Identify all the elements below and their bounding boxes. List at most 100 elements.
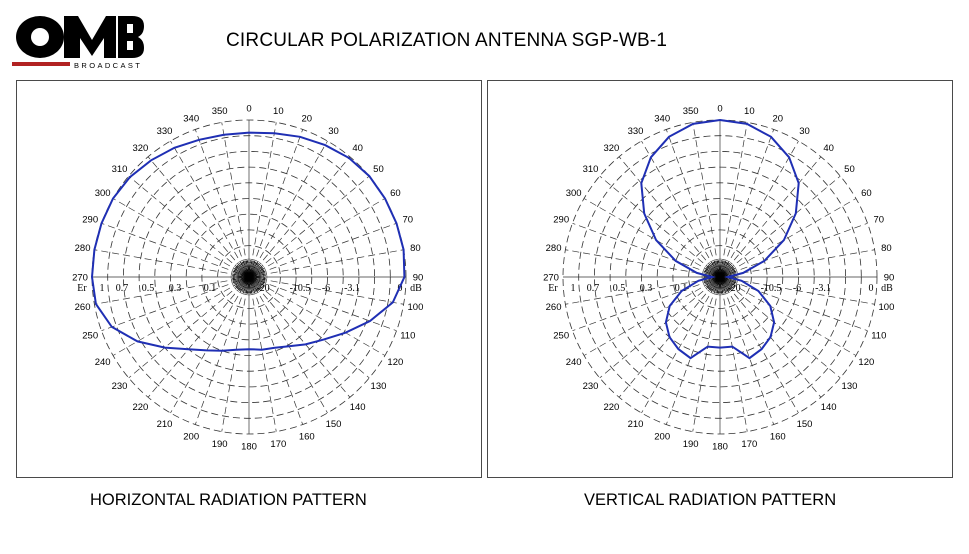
grid-spoke [719, 276, 799, 414]
grid-spoke [572, 222, 721, 278]
angle-tick-label: 100 [879, 302, 895, 313]
grid-spoke [248, 276, 277, 432]
angle-tick-label: 300 [566, 188, 582, 199]
grid-spoke [572, 276, 721, 332]
grid-spoke [641, 276, 721, 414]
angle-tick-label: 70 [403, 215, 414, 226]
angle-tick-label: 190 [683, 439, 699, 450]
angle-tick-label: 260 [546, 302, 562, 313]
angle-tick-label: 50 [844, 164, 855, 175]
radial-tick-left: 1 [100, 283, 105, 294]
grid-spoke [719, 198, 857, 278]
grid-spoke [719, 276, 748, 432]
grid-spoke [248, 276, 328, 414]
angle-tick-label: 240 [95, 357, 111, 368]
radial-tick-left: 0.1 [204, 283, 217, 294]
grid-spoke [583, 198, 721, 278]
radial-tick-left: 0.7 [587, 283, 600, 294]
angle-tick-label: 330 [157, 126, 173, 137]
radial-tick-left: 0.5 [613, 283, 626, 294]
grid-spoke [583, 276, 721, 356]
radial-tick-right: -6 [322, 283, 330, 294]
radial-tick-left: 0.7 [116, 283, 129, 294]
grid-spoke [248, 175, 370, 278]
grid-spoke [248, 222, 397, 278]
grid-center [717, 274, 723, 280]
angle-tick-label: 130 [371, 381, 387, 392]
grid-spoke [248, 276, 404, 305]
angle-tick-label: 70 [874, 215, 885, 226]
angle-tick-label: 80 [410, 243, 421, 254]
grid-spoke [719, 276, 857, 356]
angle-tick-label: 240 [566, 357, 582, 368]
angle-tick-label: 310 [583, 164, 599, 175]
pattern-points [641, 119, 799, 359]
grid-spoke [221, 122, 250, 278]
vertical-pattern-panel: 0 10 20 30 40 50 60 70 80 90 100 110 120 130 140 150 160… [487, 80, 953, 478]
grid-spoke [719, 276, 841, 379]
angle-tick-label: 30 [328, 126, 339, 137]
angle-tick-label: 350 [683, 106, 699, 117]
angle-tick-label: 290 [82, 215, 98, 226]
radial-tick-left: 0.5 [142, 283, 155, 294]
angle-tick-label: 250 [82, 330, 98, 341]
grid-spoke [665, 129, 721, 278]
grid-spoke [248, 249, 404, 278]
angle-tick-label: 220 [132, 402, 148, 413]
angle-tick-label: 170 [270, 439, 286, 450]
polar-grid [562, 119, 878, 435]
angle-tick-label: 170 [741, 439, 757, 450]
angle-tick-label: 310 [112, 164, 128, 175]
grid-spoke [147, 156, 250, 278]
grid-spoke [719, 175, 841, 278]
grid-spoke [719, 156, 822, 278]
angle-labels: 0 102030405060708090100110120130140150160… [543, 104, 894, 453]
radial-tick-right: -20 [727, 283, 740, 294]
angle-tick-label: 350 [212, 106, 228, 117]
angle-tick-label: 80 [881, 243, 892, 254]
angle-tick-label: 160 [770, 431, 786, 442]
angle-tick-label: 320 [132, 143, 148, 154]
angle-tick-label: 150 [797, 419, 813, 430]
grid-spoke [147, 276, 250, 398]
angle-tick-label: 200 [183, 431, 199, 442]
angle-tick-label: 200 [654, 431, 670, 442]
grid-spoke [692, 276, 721, 432]
angle-tick-label: 270 [543, 273, 559, 284]
angle-tick-label: 60 [390, 188, 401, 199]
grid-center [246, 274, 252, 280]
angle-tick-label: 90 [413, 273, 424, 284]
grid-spoke [170, 276, 250, 414]
angle-tick-label: 230 [583, 381, 599, 392]
grid-spoke [599, 276, 721, 379]
grid-spoke [618, 156, 721, 278]
grid-spoke [692, 122, 721, 278]
angle-tick-label: 190 [212, 439, 228, 450]
grid-spoke [94, 276, 250, 305]
angle-tick-label: 320 [603, 143, 619, 154]
grid-spoke [719, 129, 775, 278]
angle-tick-label: 270 [72, 273, 88, 284]
radial-tick-left: 0.3 [169, 283, 182, 294]
angle-tick-label: 250 [553, 330, 569, 341]
angle-tick-label: 120 [858, 357, 874, 368]
angle-tick-label: 330 [628, 126, 644, 137]
polar-grid [91, 119, 407, 435]
angle-tick-label: 140 [821, 402, 837, 413]
radiation-pattern-line [90, 131, 406, 352]
grid-spoke [719, 122, 748, 278]
angle-tick-label: 100 [408, 302, 424, 313]
grid-spoke [719, 276, 875, 305]
angle-tick-label: 60 [861, 188, 872, 199]
grid-spoke [101, 276, 250, 332]
page-title: CIRCULAR POLARIZATION ANTENNA SGP-WB-1 [226, 30, 668, 51]
angle-tick-label: 40 [352, 143, 363, 154]
angle-tick-label: 0 [246, 104, 251, 115]
angle-tick-label: 230 [112, 381, 128, 392]
angle-tick-label: 40 [823, 143, 834, 154]
radial-axis-label-left: Er [548, 283, 558, 294]
radial-tick-right: -20 [256, 283, 269, 294]
angle-tick-label: 210 [157, 419, 173, 430]
grid-spoke [248, 276, 397, 332]
grid-spoke [599, 175, 721, 278]
